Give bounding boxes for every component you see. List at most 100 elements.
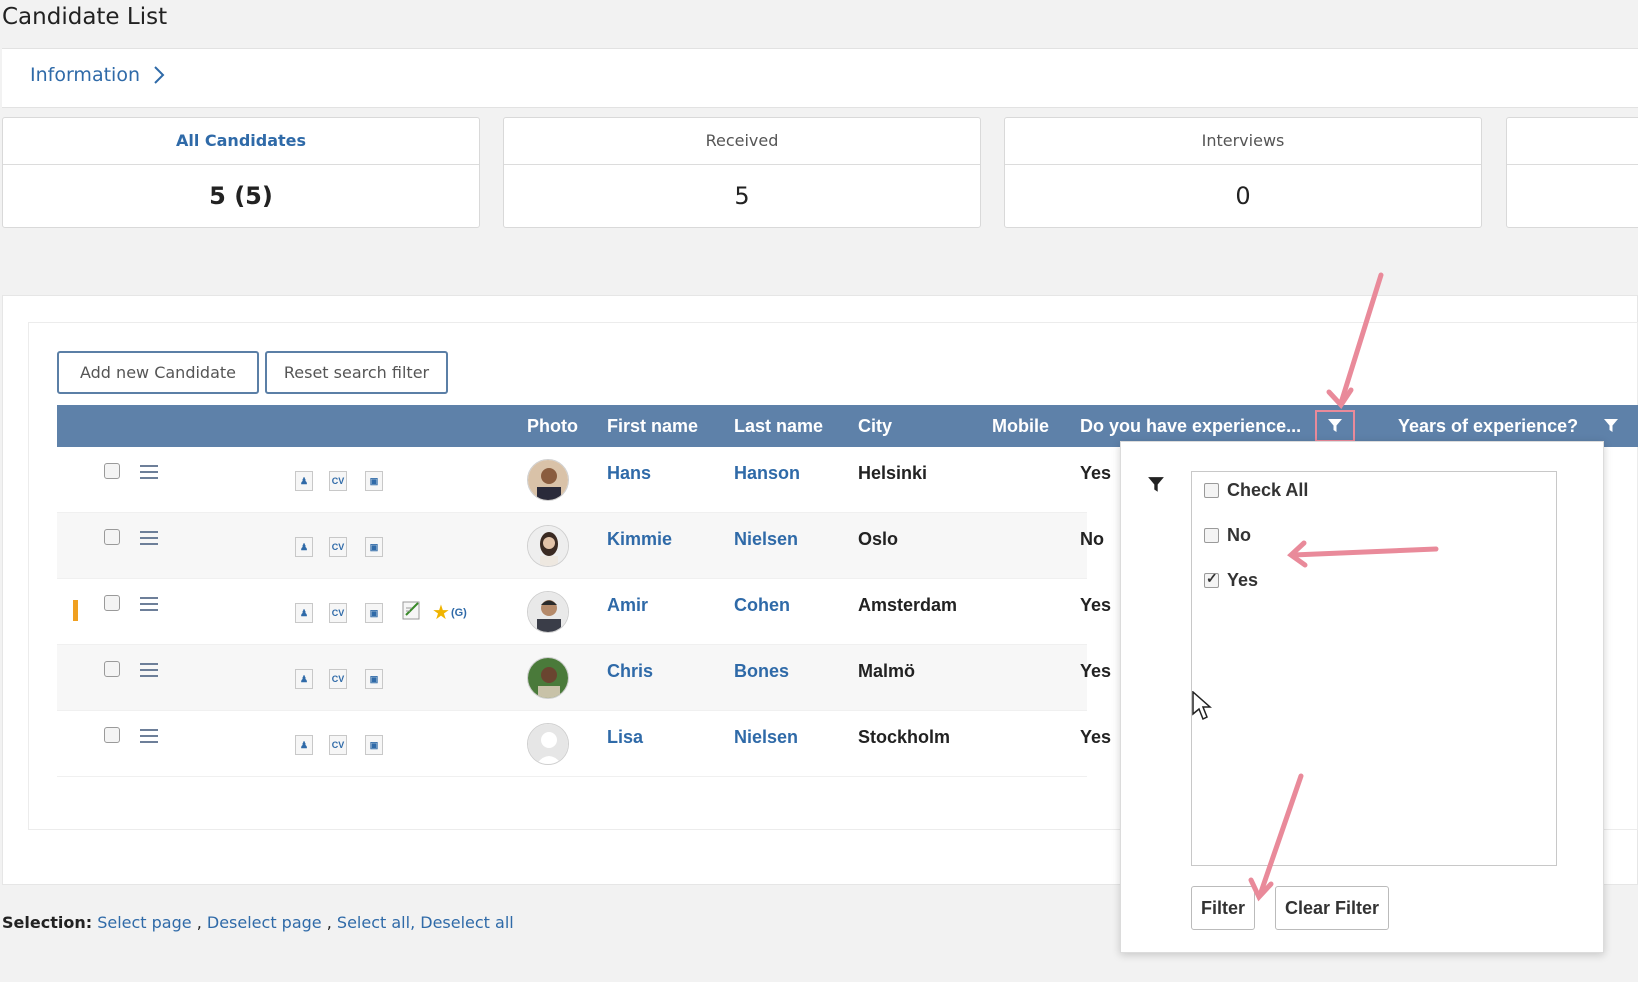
avatar-photo-icon [528, 658, 568, 698]
cv-icon[interactable]: CV [329, 669, 347, 689]
table-row[interactable]: ♟ CV ▣ Lisa Nielsen Stockholm Yes [57, 711, 1111, 777]
filter-button[interactable]: Filter [1191, 886, 1255, 930]
avatar [527, 723, 569, 765]
stat-value: 5 [734, 182, 750, 210]
document-icon[interactable]: ▣ [365, 471, 383, 491]
experience-cell: Yes [1080, 595, 1112, 615]
row-checkbox[interactable] [104, 529, 120, 545]
stat-value: 0 [1235, 182, 1251, 210]
experience-filter-button[interactable] [1315, 410, 1355, 442]
cv-icon[interactable]: CV [329, 735, 347, 755]
city-cell: Amsterdam [858, 595, 958, 615]
last-name-link[interactable]: Hanson [734, 463, 801, 483]
clear-filter-button[interactable]: Clear Filter [1275, 886, 1389, 930]
funnel-icon [1328, 419, 1342, 432]
option-checkbox[interactable] [1204, 528, 1219, 543]
header-mobile[interactable]: Mobile [992, 416, 1049, 436]
row-menu-icon[interactable] [140, 663, 158, 677]
document-icon[interactable]: ▣ [365, 537, 383, 557]
first-name-link[interactable]: Chris [607, 661, 654, 681]
rating-tag: (G) [450, 606, 467, 619]
years-filter-icon[interactable] [1603, 418, 1619, 434]
header-photo[interactable]: Photo [527, 416, 578, 436]
profile-icon[interactable]: ♟ [295, 735, 313, 755]
first-name-link[interactable]: Hans [607, 463, 652, 483]
table-row[interactable]: ♟ CV ▣ Chris Bones Malmö Yes [57, 645, 1111, 711]
row-menu-icon[interactable] [140, 465, 158, 479]
chevron-right-icon [154, 66, 165, 84]
city-cell: Oslo [858, 529, 899, 549]
stat-card-received[interactable]: Received 5 [503, 117, 981, 228]
information-label: Information [30, 64, 140, 86]
experience-cell: Yes [1080, 463, 1112, 483]
first-name-link[interactable]: Amir [607, 595, 649, 615]
stat-label [1507, 118, 1638, 165]
row-menu-icon[interactable] [140, 531, 158, 545]
information-bar: Information [2, 48, 1638, 108]
table-row[interactable]: ♟ CV ▣ Kimmie Nielsen Oslo No [57, 513, 1104, 579]
avatar-photo-icon [528, 460, 568, 500]
cv-icon[interactable]: CV [329, 603, 347, 623]
cv-icon[interactable]: CV [329, 537, 347, 557]
experience-cell: Yes [1080, 727, 1112, 747]
information-link[interactable]: Information [30, 64, 166, 86]
cv-icon[interactable]: CV [329, 471, 347, 491]
select-all-link[interactable]: Select all, [336, 913, 416, 932]
stat-card-partial[interactable] [1506, 117, 1638, 228]
stat-card-all-candidates[interactable]: All Candidates 5 (5) [2, 117, 480, 228]
row-menu-icon[interactable] [140, 729, 158, 743]
row-checkbox[interactable] [104, 661, 120, 677]
last-name-link[interactable]: Nielsen [734, 727, 799, 747]
experience-cell: No [1080, 529, 1104, 549]
experience-filter-popup: Check All No Yes Filter Clear Filter [1120, 441, 1604, 953]
table-header: Photo First name Last name City Mobile D… [57, 405, 1638, 447]
option-checkbox[interactable] [1204, 483, 1219, 498]
first-name-link[interactable]: Kimmie [607, 529, 673, 549]
row-checkbox[interactable] [104, 727, 120, 743]
row-menu-icon[interactable] [140, 597, 158, 611]
funnel-icon [1148, 477, 1164, 492]
profile-icon[interactable]: ♟ [295, 537, 313, 557]
header-first-name[interactable]: First name [607, 416, 699, 436]
last-name-link[interactable]: Cohen [734, 595, 790, 615]
city-cell: Malmö [858, 661, 916, 681]
deselect-all-link[interactable]: Deselect all [420, 913, 514, 932]
filter-option-no[interactable]: No [1204, 525, 1251, 546]
filter-option-check-all[interactable]: Check All [1204, 480, 1308, 501]
select-page-link[interactable]: Select page [97, 913, 192, 932]
avatar-placeholder-icon [528, 724, 568, 764]
avatar-photo-icon [528, 526, 568, 566]
edit-note-icon[interactable] [401, 599, 423, 621]
row-checkbox[interactable] [104, 595, 120, 611]
table-row[interactable]: ♟ CV ▣ Hans Hanson Helsinki Yes [57, 447, 1111, 513]
option-checkbox[interactable] [1204, 570, 1219, 588]
edit-note-svg-icon [402, 601, 420, 620]
first-name-link[interactable]: Lisa [607, 727, 644, 747]
document-icon[interactable]: ▣ [365, 669, 383, 689]
avatar-photo-icon [528, 592, 568, 632]
filter-option-yes[interactable]: Yes [1204, 570, 1258, 591]
stat-card-interviews[interactable]: Interviews 0 [1004, 117, 1482, 228]
option-label: Check All [1227, 480, 1309, 500]
option-label: No [1227, 525, 1251, 545]
city-cell: Stockholm [858, 727, 951, 747]
last-name-link[interactable]: Nielsen [734, 529, 799, 549]
header-city[interactable]: City [858, 416, 893, 436]
last-name-link[interactable]: Bones [734, 661, 790, 681]
avatar [527, 591, 569, 633]
row-checkbox[interactable] [104, 463, 120, 479]
deselect-page-link[interactable]: Deselect page [206, 913, 322, 932]
profile-icon[interactable]: ♟ [295, 669, 313, 689]
avatar [527, 657, 569, 699]
table-row[interactable]: ♟ CV ▣ ★ (G) Amir Cohen Amsterdam Yes [57, 579, 1111, 645]
reset-filter-button[interactable]: Reset search filter [265, 351, 448, 394]
document-icon[interactable]: ▣ [365, 603, 383, 623]
header-years[interactable]: Years of experience? [1398, 416, 1579, 436]
header-experience[interactable]: Do you have experience... [1080, 416, 1302, 436]
profile-icon[interactable]: ♟ [295, 603, 313, 623]
add-candidate-button[interactable]: Add new Candidate [57, 351, 259, 394]
header-last-name[interactable]: Last name [734, 416, 824, 436]
profile-icon[interactable]: ♟ [295, 471, 313, 491]
rating-badge[interactable]: ★ (G) [432, 600, 467, 625]
document-icon[interactable]: ▣ [365, 735, 383, 755]
